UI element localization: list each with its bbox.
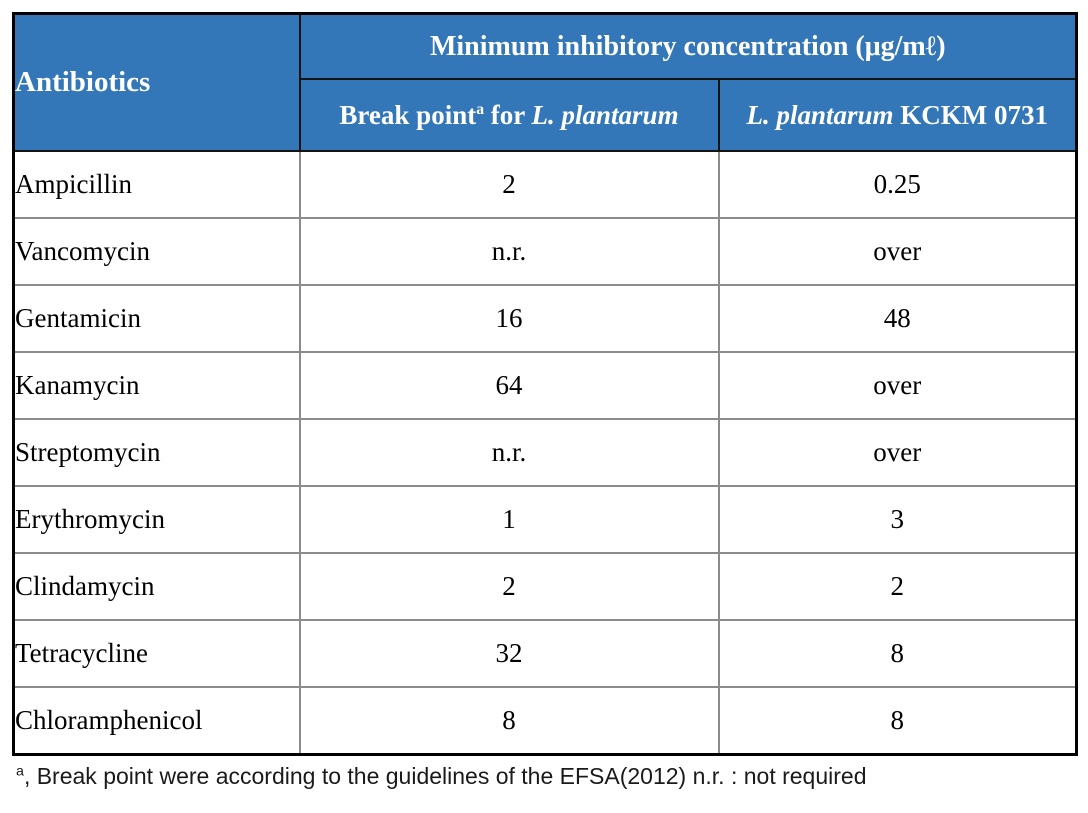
mic-value: 8 (717, 686, 1078, 756)
table-row: Erythromycin 1 3 (12, 485, 1078, 554)
table-row: Kanamycin 64 over (12, 351, 1078, 420)
table-row: Ampicillin 2 0.25 (12, 150, 1078, 219)
table-body: Ampicillin 2 0.25 Vancomycin n.r. over G… (12, 150, 1078, 756)
species-name-italic: L. plantarum (531, 99, 679, 130)
break-point-value: 16 (298, 284, 720, 353)
mic-value: 48 (717, 284, 1078, 353)
break-point-value: 1 (298, 485, 720, 554)
header-row-top: Antibiotics Minimum inhibitory concentra… (12, 12, 1078, 152)
antibiotic-name: Tetracycline (12, 619, 301, 688)
antibiotic-name: Streptomycin (12, 418, 301, 487)
mic-value: over (717, 217, 1078, 286)
mic-value: 8 (717, 619, 1078, 688)
table-row: Clindamycin 2 2 (12, 552, 1078, 621)
header-break-point: Break pointa for L. plantarum (298, 78, 720, 152)
mic-value: 0.25 (717, 150, 1078, 219)
antibiotic-name: Erythromycin (12, 485, 301, 554)
antibiotic-name: Clindamycin (12, 552, 301, 621)
break-point-value: n.r. (298, 418, 720, 487)
antibiotic-name: Ampicillin (12, 150, 301, 219)
table-row: Chloramphenicol 8 8 (12, 686, 1078, 756)
break-point-value: 2 (298, 552, 720, 621)
footnote: a, Break point were according to the gui… (16, 763, 866, 790)
strain-id: KCKM 0731 (893, 99, 1049, 130)
break-point-value: 64 (298, 351, 720, 420)
break-point-value: 32 (298, 619, 720, 688)
mic-value: 3 (717, 485, 1078, 554)
header-antibiotics: Antibiotics (12, 12, 301, 152)
break-point-suffix: for (484, 99, 532, 130)
strain-species-italic: L. plantarum (746, 99, 894, 130)
table-row: Vancomycin n.r. over (12, 217, 1078, 286)
break-point-value: 8 (298, 686, 720, 756)
table-row: Tetracycline 32 8 (12, 619, 1078, 688)
break-point-value: n.r. (298, 217, 720, 286)
break-point-label: Break point (339, 99, 477, 130)
antibiotic-name: Chloramphenicol (12, 686, 301, 756)
header-row-sub: Break pointa for L. plantarum L. plantar… (14, 78, 1078, 152)
break-point-superscript: a (476, 100, 485, 118)
antibiotic-name: Vancomycin (12, 217, 301, 286)
mic-value: 2 (717, 552, 1078, 621)
table-row: Gentamicin 16 48 (12, 284, 1078, 353)
table-header: Antibiotics Minimum inhibitory concentra… (12, 12, 1078, 152)
antibiotic-name: Gentamicin (12, 284, 301, 353)
mic-value: over (717, 351, 1078, 420)
break-point-value: 2 (298, 150, 720, 219)
header-mic-title: Minimum inhibitory concentration (μg/mℓ) (298, 12, 1078, 80)
mic-table: Antibiotics Minimum inhibitory concentra… (12, 12, 1079, 756)
table-row: Streptomycin n.r. over (12, 418, 1078, 487)
mic-value: over (717, 418, 1078, 487)
footnote-superscript: a (16, 763, 24, 780)
antibiotic-name: Kanamycin (12, 351, 301, 420)
header-strain: L. plantarum KCKM 0731 (717, 78, 1078, 152)
footnote-text: , Break point were according to the guid… (23, 763, 867, 789)
